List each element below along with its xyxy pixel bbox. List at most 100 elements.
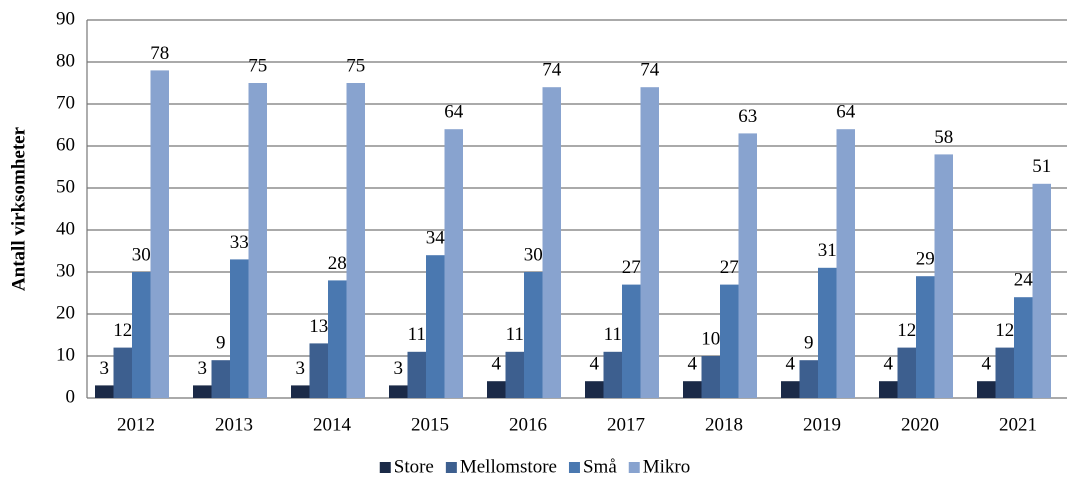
data-label: 75 [248, 55, 267, 76]
y-tick-label: 10 [56, 344, 75, 365]
data-label: 27 [622, 257, 641, 278]
data-label: 33 [230, 232, 249, 253]
bar [818, 267, 837, 398]
x-tick-label: 2012 [117, 414, 155, 435]
data-label: 24 [1014, 270, 1034, 291]
bar [524, 272, 543, 398]
data-label: 4 [884, 354, 894, 375]
data-label: 75 [346, 55, 365, 76]
bar [977, 381, 996, 398]
bar [426, 255, 445, 398]
bar [1014, 297, 1033, 398]
legend-label: Små [583, 456, 617, 477]
bar [995, 347, 1014, 398]
data-label: 51 [1032, 156, 1051, 177]
bar [720, 284, 739, 398]
bar [230, 259, 249, 398]
x-tick-label: 2015 [411, 414, 449, 435]
legend-swatch [445, 462, 457, 473]
bar [701, 356, 720, 398]
bar [211, 360, 230, 398]
bar [309, 343, 328, 398]
bar [389, 385, 408, 398]
data-label: 10 [701, 328, 720, 349]
bar [622, 284, 641, 398]
y-tick-label: 0 [66, 386, 76, 407]
bar [193, 385, 212, 398]
data-label: 30 [132, 244, 151, 265]
data-label: 3 [394, 358, 404, 379]
bar [113, 347, 132, 398]
y-tick-label: 70 [56, 92, 75, 113]
data-label: 9 [804, 333, 814, 354]
data-label: 13 [309, 316, 328, 337]
bar [799, 360, 818, 398]
y-tick-label: 50 [56, 176, 75, 197]
bar [487, 381, 506, 398]
y-tick-label: 90 [56, 8, 75, 29]
data-label: 4 [492, 354, 502, 375]
data-label: 9 [216, 333, 226, 354]
bar [897, 347, 916, 398]
bar [132, 272, 151, 398]
y-axis-title: Antall virksomheter [8, 126, 29, 291]
bar [640, 87, 659, 398]
x-tick-label: 2014 [313, 414, 352, 435]
x-tick-label: 2017 [607, 414, 645, 435]
bar [346, 83, 365, 398]
bar [603, 351, 622, 398]
data-label: 3 [198, 358, 208, 379]
bar [505, 351, 524, 398]
data-label: 74 [640, 60, 660, 81]
bar [738, 133, 757, 398]
bar [407, 351, 426, 398]
data-label: 63 [738, 106, 757, 127]
bar [95, 385, 114, 398]
bar [444, 129, 463, 398]
data-label: 74 [542, 60, 562, 81]
data-label: 4 [688, 354, 698, 375]
bar [248, 83, 267, 398]
data-label: 12 [897, 320, 916, 341]
bar [836, 129, 855, 398]
data-label: 64 [444, 102, 464, 123]
data-label: 64 [836, 102, 856, 123]
x-tick-label: 2016 [509, 414, 547, 435]
bar [781, 381, 800, 398]
x-tick-label: 2021 [999, 414, 1037, 435]
data-label: 34 [426, 228, 446, 249]
data-label: 4 [982, 354, 992, 375]
y-tick-label: 20 [56, 302, 75, 323]
data-label: 12 [113, 320, 132, 341]
y-tick-label: 60 [56, 134, 75, 155]
data-label: 28 [328, 253, 347, 274]
bar [683, 381, 702, 398]
data-label: 12 [995, 320, 1014, 341]
bar [916, 276, 935, 398]
data-label: 30 [524, 244, 543, 265]
y-tick-label: 30 [56, 260, 75, 281]
data-label: 3 [296, 358, 306, 379]
legend-swatch [379, 462, 391, 473]
data-label: 31 [818, 240, 837, 261]
data-label: 4 [786, 354, 796, 375]
bar [291, 385, 310, 398]
y-tick-label: 80 [56, 50, 75, 71]
y-tick-label: 40 [56, 218, 75, 239]
data-label: 29 [916, 249, 935, 270]
data-label: 58 [934, 127, 953, 148]
legend-label: Mellomstore [460, 456, 557, 477]
bar [1032, 183, 1051, 398]
bar [879, 381, 898, 398]
data-label: 27 [720, 257, 739, 278]
data-label: 78 [150, 43, 169, 64]
x-tick-label: 2019 [803, 414, 841, 435]
data-label: 11 [408, 324, 426, 345]
legend-swatch [568, 462, 580, 473]
x-tick-label: 2013 [215, 414, 253, 435]
bar [585, 381, 604, 398]
bar [150, 70, 169, 399]
data-label: 11 [506, 324, 524, 345]
bar [934, 154, 953, 398]
